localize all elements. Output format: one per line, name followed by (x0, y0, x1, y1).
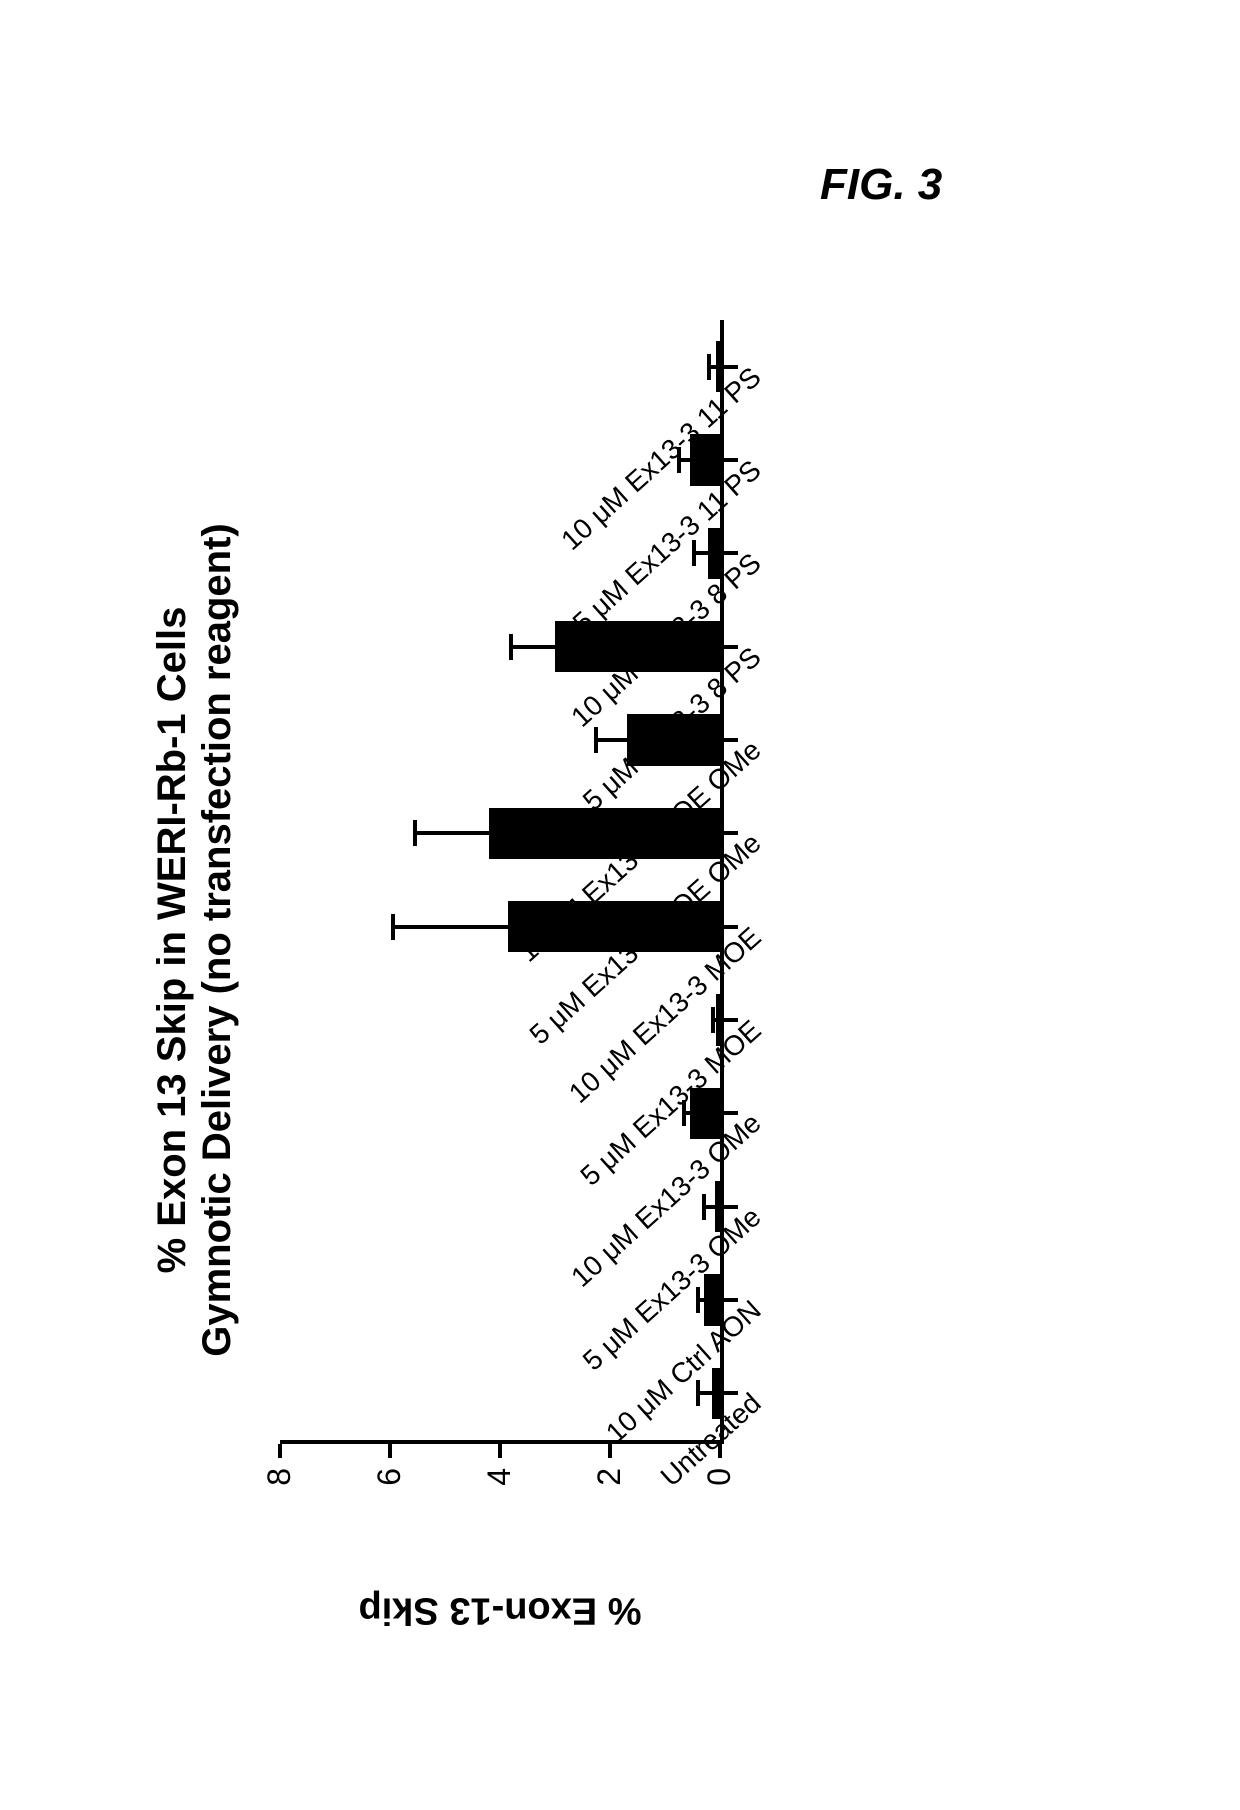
chart-stage: % Exon 13 Skip in WERI-Rb-1 Cells Gymnot… (130, 240, 1110, 1640)
error-bar-cap (594, 727, 598, 753)
category-label: 5 μM Ex13-3 MOE (574, 1014, 767, 1192)
error-bar-cap (711, 1007, 715, 1033)
error-bar-cap (413, 820, 417, 846)
category-label: 10 μM Ex13-3 OMe (565, 1107, 767, 1294)
y-tick (498, 1444, 502, 1458)
x-tick (724, 645, 738, 649)
y-tick-label: 8 (261, 1468, 298, 1528)
page: FIG. 3 % Exon 13 Skip in WERI-Rb-1 Cells… (0, 0, 1240, 1810)
error-bar-cap (696, 1380, 700, 1406)
error-bar-line (698, 1391, 712, 1395)
category-label: 5 μM Ex13-3 11 PS (567, 454, 768, 639)
category-label: 5 μM Ex13-3 OMe (577, 1201, 768, 1377)
error-bar-line (393, 925, 509, 929)
x-tick (724, 925, 738, 929)
y-tick-label: 2 (591, 1468, 628, 1528)
y-tick (278, 1444, 282, 1458)
error-bar-cap (707, 354, 711, 380)
figure-label: FIG. 3 (820, 160, 942, 210)
y-tick-label: 6 (371, 1468, 408, 1528)
error-bar-line (415, 831, 489, 835)
error-bar-line (511, 645, 555, 649)
error-bar-cap (509, 634, 513, 660)
error-bar-cap (702, 1194, 706, 1220)
y-tick-label: 0 (701, 1468, 738, 1528)
x-tick (724, 365, 738, 369)
y-tick-label: 4 (481, 1468, 518, 1528)
y-axis-title: % Exon-13 Skip (359, 1589, 642, 1632)
error-bar-cap (391, 914, 395, 940)
y-tick (608, 1444, 612, 1458)
y-tick (388, 1444, 392, 1458)
chart-title: % Exon 13 Skip in WERI-Rb-1 Cells Gymnot… (150, 240, 240, 1640)
error-bar-line (596, 738, 626, 742)
plot-area: 02468Untreated10 μM Ctrl AON5 μM Ex13-3 … (280, 320, 720, 1440)
error-bar-cap (696, 1287, 700, 1313)
x-tick (724, 1205, 738, 1209)
error-bar-line (694, 551, 708, 555)
